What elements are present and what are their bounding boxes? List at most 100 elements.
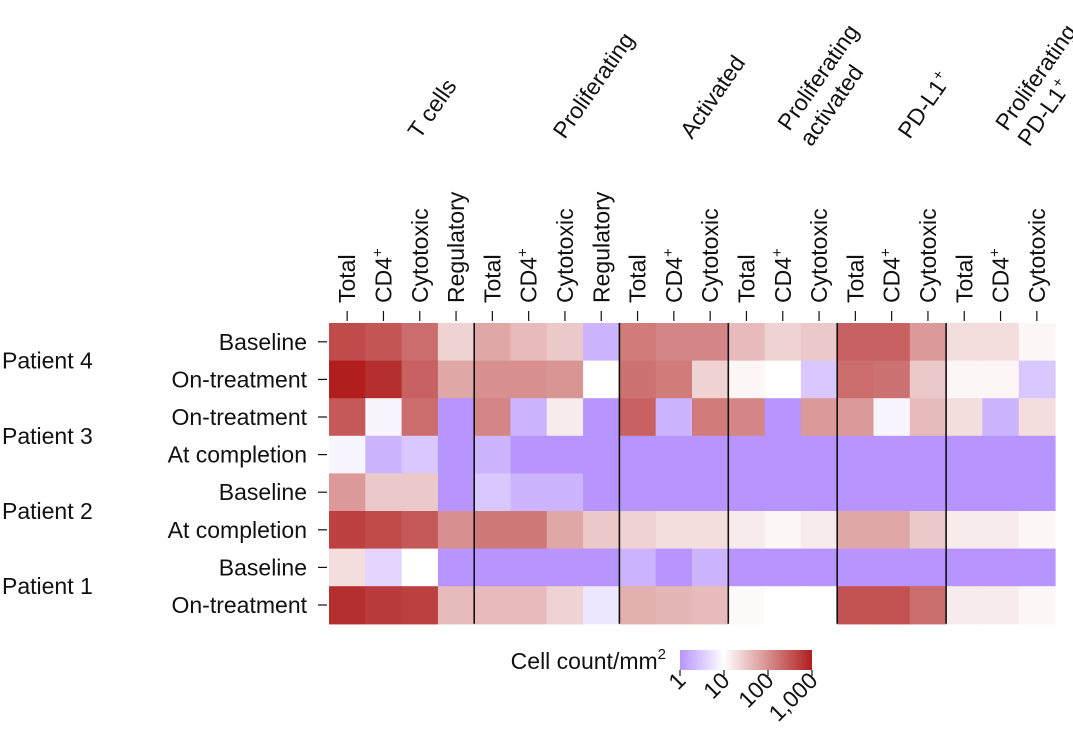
heatmap-cell [365,473,403,512]
heatmap-cell [655,548,693,587]
heatmap-cell [982,435,1020,474]
heatmap-cell [873,511,911,550]
heatmap-cell [946,511,983,550]
heatmap-cell [437,586,475,625]
heatmap-cell [329,360,366,399]
column-label-text: Total [951,254,977,303]
heatmap-cell [1018,473,1056,512]
heatmap-cell [909,511,947,550]
heatmap-cell [365,586,403,625]
heatmap-cell [510,360,548,399]
heatmap-cell [437,473,475,512]
heatmap-cell [365,323,403,362]
column-label: Cytotoxic [552,208,578,303]
heatmap-cell [728,435,766,474]
row-label: Baseline [219,479,307,505]
heatmap-cell [800,435,838,474]
heatmap-cell [764,435,802,474]
heatmap-cell [873,323,911,362]
heatmap-cell [946,586,983,625]
heatmap-cell [619,586,657,625]
heatmap-cell [946,398,983,437]
column-labels: Total CD4+ Cytotoxic Regulatory Total CD4+ Cyt… [334,191,1050,321]
heatmap-cell [329,511,366,550]
column-label-text: Total [479,254,505,303]
column-label-text: CD4 [516,257,542,303]
column-label: Total [334,254,360,303]
heatmap-cell [837,398,875,437]
heatmap-cell [401,511,439,550]
heatmap-cell [1018,323,1056,362]
heatmap-cell [546,435,584,474]
heatmap-cell [329,398,366,437]
heatmap-cell [546,511,584,550]
patient-label: Patient 4 [2,348,93,374]
heatmap-cell [837,435,875,474]
heatmap-cell [873,398,911,437]
heatmap-cell [329,548,366,587]
heatmap-cell [692,398,729,437]
column-label: CD4+ [369,248,396,303]
heatmap-cell [510,586,548,625]
heatmap-cell [329,586,366,625]
heatmap-cell [946,323,983,362]
column-label-superscript: + [987,248,1004,257]
heatmap-cell [692,360,729,399]
heatmap-cell [909,586,947,625]
colorbar [680,650,812,670]
heatmap-cell [909,548,947,587]
column-label: Total [842,254,868,303]
heatmap-cell [583,435,620,474]
heatmap-cell [583,323,620,362]
group-label-text: PD-L1 [892,75,951,143]
heatmap-cell [583,548,620,587]
colorbar-title-text: Cell count/mm [511,648,658,674]
heatmap-cell [873,360,911,399]
column-group-labels: T cells Proliferating Activated Proliferati… [402,19,1073,150]
heatmap-cell [437,548,475,587]
heatmap-cell [401,435,439,474]
heatmap-cell [365,435,403,474]
heatmap-cell [837,323,875,362]
heatmap-cell [800,398,838,437]
column-group-label-line: Proliferating [548,27,640,142]
heatmap-cell [401,398,439,437]
column-label-superscript: + [878,248,895,257]
heatmap-cell [800,586,838,625]
heatmap-cell [655,398,693,437]
column-label-text: Total [733,254,759,303]
column-label: Total [479,254,505,303]
heatmap-cell [946,360,983,399]
heatmap-cell [437,435,475,474]
heatmap-cell [365,360,403,399]
heatmap-cell [619,323,657,362]
column-label: CD4+ [515,248,542,303]
heatmap-cell [619,473,657,512]
column-label-text: Cytotoxic [407,208,433,303]
column-label-superscript: + [769,248,786,257]
column-group-label: Activated [675,50,751,142]
heatmap-cell [474,435,512,474]
heatmap-cell [474,473,512,512]
column-label: Cytotoxic [407,208,433,303]
heatmap-cell [982,323,1020,362]
row-label: Baseline [219,554,307,580]
heatmap-cell [437,323,475,362]
heatmap-cell [909,360,947,399]
heatmap-cell [982,360,1020,399]
heatmap-cell [946,435,983,474]
heatmap-cell [982,548,1020,587]
row-labels: Baseline On-treatment On-treatment At compl… [168,329,327,618]
heatmap-cell [982,511,1020,550]
heatmap-cell [692,548,729,587]
heatmap-cell [873,473,911,512]
heatmap-cell [546,323,584,362]
group-separators [473,323,947,624]
heatmap-cell [365,398,403,437]
colorbar-tick-label: 10 [698,667,734,703]
column-label: Cytotoxic [915,208,941,303]
heatmap-cell [837,586,875,625]
heatmap-cell [329,473,366,512]
heatmap-cell [655,586,693,625]
column-label-text: Total [625,254,651,303]
